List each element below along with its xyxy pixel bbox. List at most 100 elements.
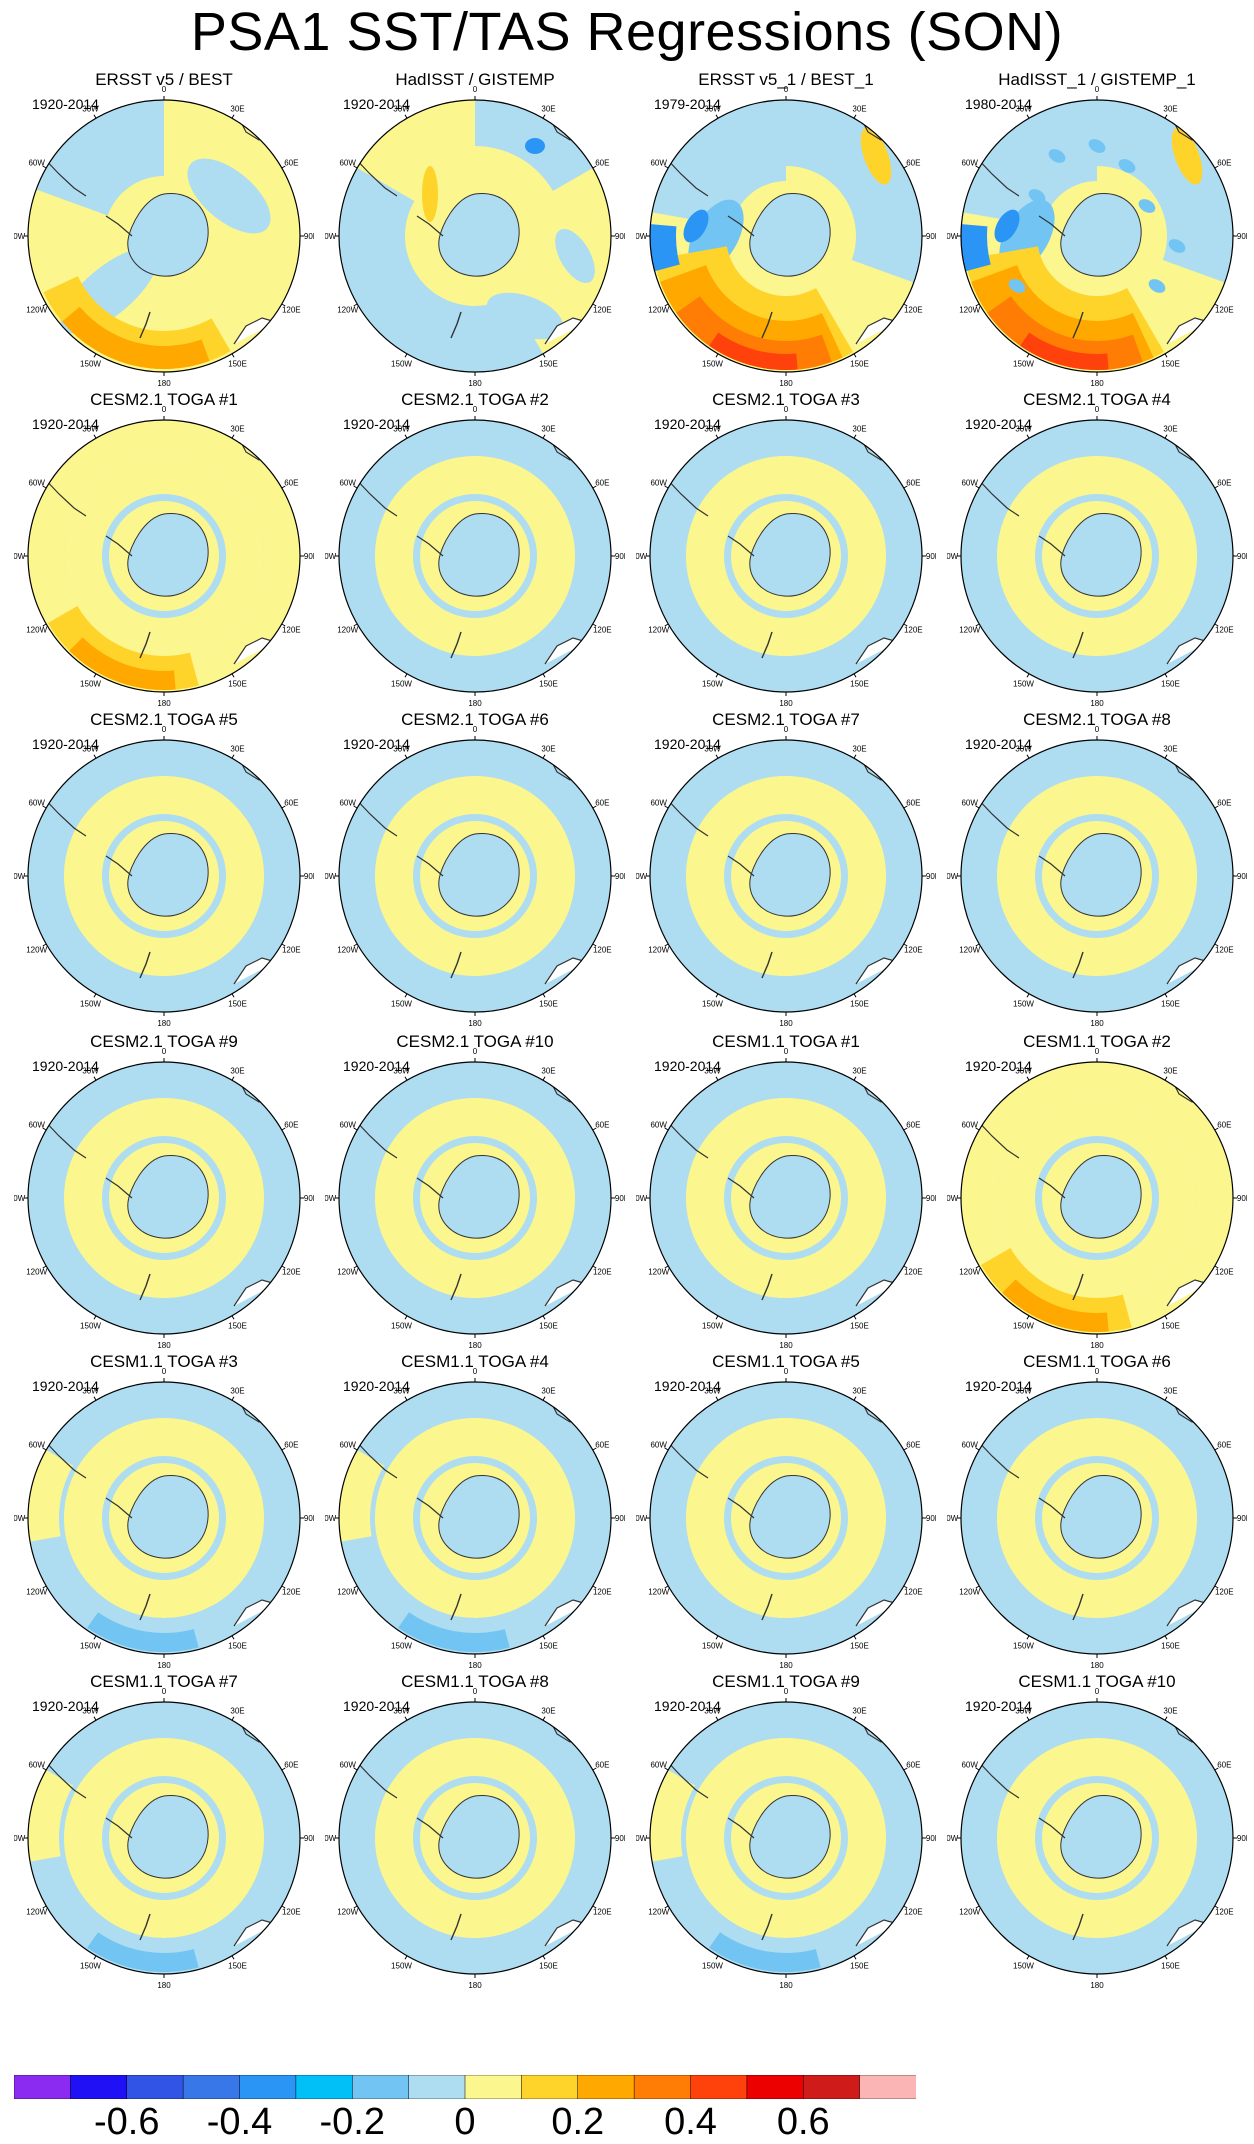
antarctica [1060, 1155, 1142, 1239]
longitude-label: 90E [304, 872, 314, 881]
longitude-label: 120E [593, 946, 612, 955]
antarctic-peninsula [1038, 535, 1066, 557]
map-panel: CESM2.1 TOGA #10 30E 60E 90E 120E 150E 180 150W… [14, 390, 314, 706]
longitude-label: 0 [1095, 1048, 1100, 1056]
polar-map: 0 30E 60E 90E 120E 150E 180 150W 120W 90W 60W 30W [636, 1368, 936, 1668]
longitude-label: 60W [650, 479, 667, 488]
panel-period: 1920-2014 [965, 1058, 1032, 1074]
longitude-tick [404, 1716, 408, 1721]
polar-map: 0 30E 60E 90E 120E 150E 180 150W 120W 90W 60W 30W [325, 1368, 625, 1668]
longitude-tick [93, 1396, 97, 1401]
longitude-tick [353, 1265, 358, 1269]
longitude-label: 30W [82, 1387, 99, 1396]
panel-period: 1980-2014 [965, 96, 1032, 112]
panel-title: ERSST v5 / BEST [95, 70, 233, 89]
longitude-label: 0 [162, 1688, 167, 1696]
antarctic-peninsula [727, 855, 755, 877]
south-america-coast [352, 795, 398, 837]
longitude-tick [853, 673, 857, 678]
longitude-tick [1164, 114, 1168, 119]
longitude-label: 180 [157, 1661, 171, 1668]
antarctic-peninsula [727, 535, 755, 557]
map-panel: CESM2.1 TOGA #70 30E 60E 90E 120E 150E 180 150W… [636, 710, 936, 1026]
longitude-label: 90E [1237, 232, 1247, 241]
inner-ring [1035, 1456, 1159, 1580]
panel-title: CESM2.1 TOGA #6 [401, 710, 549, 729]
longitude-label: 150W [391, 1641, 412, 1650]
new-zealand-coast [1072, 951, 1084, 979]
longitude-label: 90W [14, 1514, 26, 1523]
colorbar-segment [690, 2075, 748, 2099]
longitude-tick [93, 353, 97, 358]
longitude-label: 120W [648, 306, 669, 315]
australia-coast [544, 637, 588, 665]
longitude-label: 90E [1237, 872, 1247, 881]
middle-ring [686, 456, 886, 656]
longitude-label: 90E [615, 1834, 625, 1843]
longitude-label: 180 [468, 379, 482, 386]
antarctica [1060, 1475, 1142, 1559]
longitude-tick [715, 754, 719, 759]
longitude-tick [542, 1635, 546, 1640]
longitude-label: 30W [1015, 105, 1032, 114]
longitude-label: 60E [906, 1121, 920, 1130]
antarctica [127, 513, 209, 597]
longitude-label: 90E [926, 232, 936, 241]
colorbar-segment [521, 2075, 579, 2099]
polar-map: 0 30E 60E 90E 120E 150E 180 150W 120W 90W 60W 30W [947, 1368, 1247, 1668]
inner-ring [413, 1456, 537, 1580]
longitude-tick [281, 165, 286, 169]
longitude-tick [93, 993, 97, 998]
longitude-label: 60E [595, 799, 609, 808]
longitude-tick [1026, 1955, 1030, 1960]
map-panel: CESM1.1 TOGA #70 30E 60E 90E 120E 150E 180 150W… [14, 1672, 314, 1988]
longitude-tick [231, 1076, 235, 1081]
longitude-label: 0 [473, 406, 478, 414]
longitude-tick [592, 1585, 597, 1589]
longitude-label: 150E [228, 1641, 247, 1650]
anomaly-patch [709, 332, 798, 370]
panel-title: CESM1.1 TOGA #6 [1023, 1352, 1171, 1371]
longitude-label: 30W [704, 1387, 721, 1396]
longitude-tick [93, 1315, 97, 1320]
longitude-label: 120W [337, 946, 358, 955]
longitude-tick [353, 303, 358, 307]
anomaly-patch [87, 1932, 199, 1972]
polar-map: 0 30E 60E 90E 120E 150E 180 150W 120W 90W 60W 30W [947, 1688, 1247, 1988]
inner-ring [1035, 494, 1159, 618]
antarctica [438, 1795, 520, 1879]
longitude-label: 120E [282, 306, 301, 315]
panel-title: CESM2.1 TOGA #3 [712, 390, 860, 409]
panel-period: 1920-2014 [654, 416, 721, 432]
longitude-tick [853, 1396, 857, 1401]
longitude-label: 60W [339, 479, 356, 488]
longitude-label: 0 [473, 86, 478, 94]
polar-map: 0 30E 60E 90E 120E 150E 180 150W 120W 90W 60W 30W [14, 726, 314, 1026]
longitude-label: 180 [468, 699, 482, 706]
longitude-tick [42, 623, 47, 627]
antarctica [749, 513, 831, 597]
colorbar [14, 2075, 916, 2099]
longitude-label: 60E [1217, 1121, 1231, 1130]
longitude-label: 150W [391, 359, 412, 368]
south-america-coast [663, 795, 709, 837]
inner-ring [413, 1136, 537, 1260]
antarctica [438, 1155, 520, 1239]
longitude-label: 60E [1217, 1441, 1231, 1450]
middle-ring [64, 456, 264, 656]
south-america-coast [41, 1757, 87, 1799]
longitude-label: 90E [926, 552, 936, 561]
panel-title: CESM1.1 TOGA #4 [401, 1352, 549, 1371]
panel-title: CESM1.1 TOGA #5 [712, 1352, 860, 1371]
longitude-label: 30W [1015, 1387, 1032, 1396]
page-title: PSA1 SST/TAS Regressions (SON) [190, 2, 1064, 62]
new-zealand-coast [139, 1273, 151, 1301]
longitude-tick [903, 1905, 908, 1909]
longitude-label: 90W [947, 552, 959, 561]
longitude-tick [404, 1396, 408, 1401]
south-america-coast [352, 475, 398, 517]
south-america-coast [663, 475, 709, 517]
longitude-label: 180 [1090, 1661, 1104, 1668]
colorbar-segment [464, 2075, 523, 2099]
